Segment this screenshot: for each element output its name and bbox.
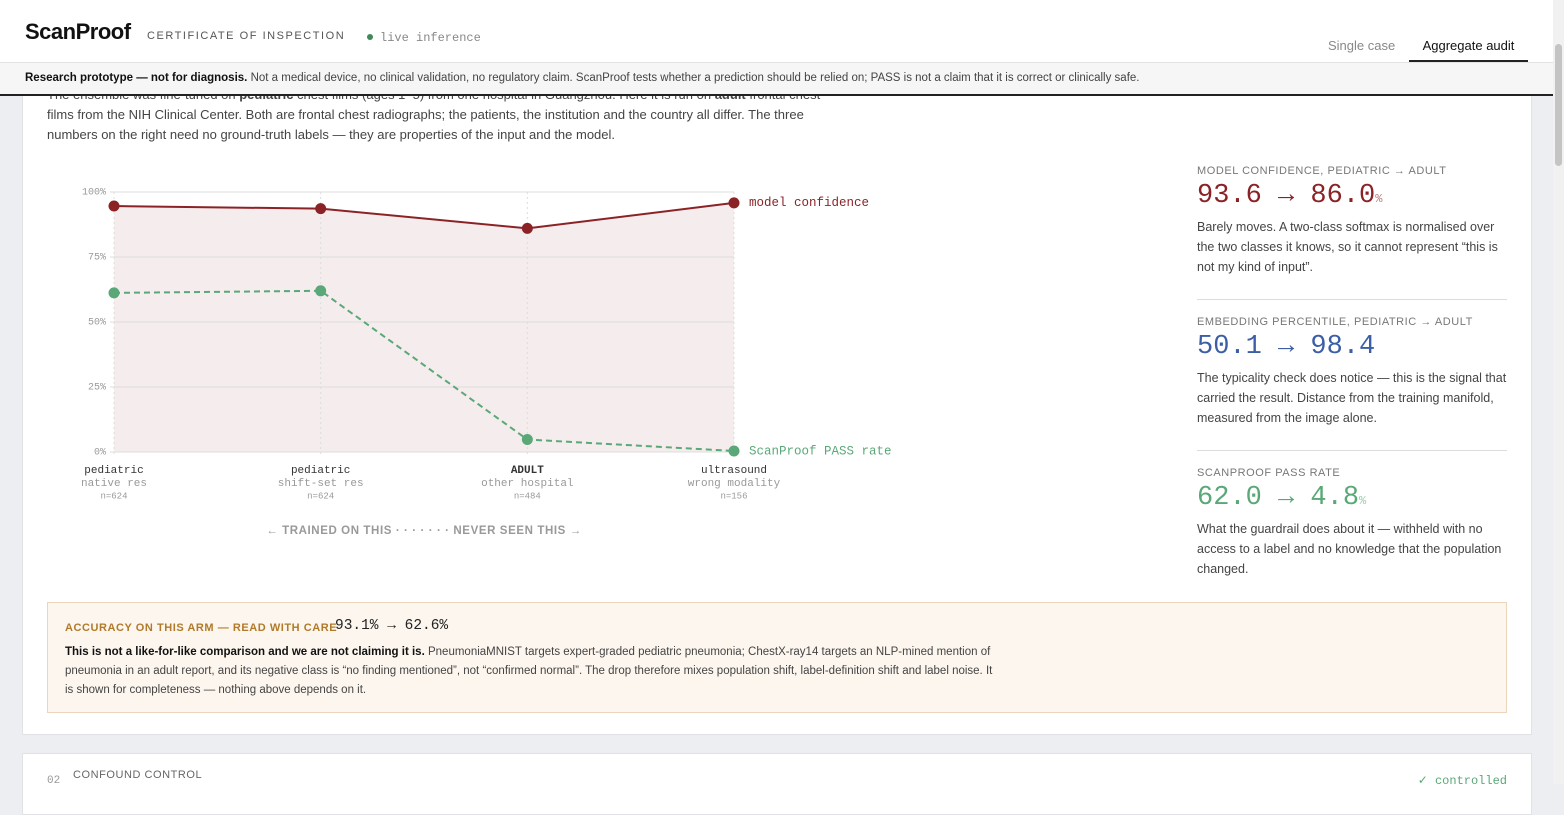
stat-number: 50.1 → 98.4	[1197, 332, 1376, 362]
stat-unit: %	[1375, 192, 1383, 206]
nav-tab[interactable]: Aggregate audit	[1409, 38, 1528, 62]
stat-desc: Barely moves. A two-class softmax is nor…	[1197, 220, 1498, 274]
point	[315, 285, 327, 297]
stat-unit: %	[1359, 494, 1367, 508]
x-tick-count: n=484	[514, 491, 541, 501]
x-tick-label: ultrasound	[701, 465, 767, 477]
divider	[1197, 299, 1507, 300]
stat-value: 50.1 → 98.4	[1197, 332, 1375, 362]
notice-text: Not a medical device, no clinical valida…	[250, 72, 1140, 84]
series-label: ScanProof PASS rate	[749, 444, 892, 458]
section-status: ✓ controlled	[1417, 774, 1507, 788]
notice: Research prototype — not for diagnosis. …	[0, 63, 1564, 96]
y-tick-label: 25%	[88, 383, 106, 394]
y-tick-label: 0%	[94, 448, 106, 459]
x-tick-label: ADULT	[511, 465, 544, 477]
accuracy-text: This is not a like-for-like comparison a…	[65, 643, 995, 700]
y-tick-label: 75%	[88, 253, 106, 264]
text: PneumoniaMNIST targets expert-graded ped…	[65, 646, 993, 696]
point	[108, 200, 120, 212]
status-dot	[367, 34, 373, 40]
scrollbar[interactable]	[1553, 0, 1564, 784]
accuracy-label: ACCURACY ON THIS ARM — READ WITH CARE	[65, 622, 338, 634]
chart-caption: ← TRAINED ON THIS · · · · · · · NEVER SE…	[266, 525, 582, 537]
x-tick-sublabel: other hospital	[481, 478, 573, 490]
scroll-thumb[interactable]	[1555, 44, 1562, 166]
divider	[1197, 450, 1507, 451]
stat-number: 62.0 → 4.8	[1197, 483, 1360, 513]
x-tick-label: pediatric	[291, 465, 350, 477]
x-tick-count: n=624	[307, 491, 334, 501]
section-number: 02	[47, 775, 61, 787]
point	[521, 434, 533, 446]
accuracy-value: 93.1% → 62.6%	[335, 618, 449, 634]
status: live inference	[380, 31, 481, 45]
text: This is not a like-for-like comparison a…	[65, 646, 425, 658]
stat-label: EMBEDDING PERCENTILE, PEDIATRIC → ADULT	[1197, 316, 1473, 328]
section-title: CONFOUND CONTROL	[73, 769, 203, 781]
series-line	[113, 289, 735, 452]
x-tick-sublabel: native res	[81, 478, 147, 490]
nav-tab[interactable]: Single case	[1328, 38, 1396, 53]
point	[728, 445, 740, 457]
y-tick-label: 50%	[88, 318, 106, 329]
point	[521, 222, 533, 234]
stat-value: 62.0 → 4.8%	[1197, 483, 1366, 513]
stat-number: 93.6 → 86.0	[1197, 181, 1376, 211]
x-tick-label: pediatric	[84, 465, 143, 477]
point	[108, 287, 120, 299]
series-label: model confidence	[749, 196, 869, 210]
point	[315, 203, 327, 215]
stat-desc: The typicality check does notice — this …	[1197, 371, 1507, 425]
header: ScanProof CERTIFICATE OF INSPECTION live…	[0, 0, 1564, 63]
stat-value: 93.6 → 86.0%	[1197, 181, 1382, 211]
accuracy-box: ACCURACY ON THIS ARM — READ WITH CARE 93…	[47, 602, 1507, 713]
y-tick-label: 100%	[82, 188, 106, 199]
confidence-area	[114, 202, 734, 452]
series-line	[113, 201, 735, 230]
x-tick-sublabel: shift-set res	[278, 478, 364, 490]
x-tick-count: n=156	[720, 491, 747, 501]
notice-lead: Research prototype — not for diagnosis.	[25, 72, 248, 84]
brand[interactable]: ScanProof	[25, 19, 131, 44]
subtitle: CERTIFICATE OF INSPECTION	[147, 30, 346, 42]
stat-desc: What the guardrail does about it — withh…	[1197, 522, 1502, 576]
card	[22, 753, 1532, 815]
x-tick-sublabel: wrong modality	[688, 478, 781, 490]
stat-label: MODEL CONFIDENCE, PEDIATRIC → ADULT	[1197, 165, 1447, 177]
point	[728, 197, 740, 209]
x-tick-count: n=624	[100, 491, 127, 501]
stat-label: SCANPROOF PASS RATE	[1197, 467, 1341, 479]
